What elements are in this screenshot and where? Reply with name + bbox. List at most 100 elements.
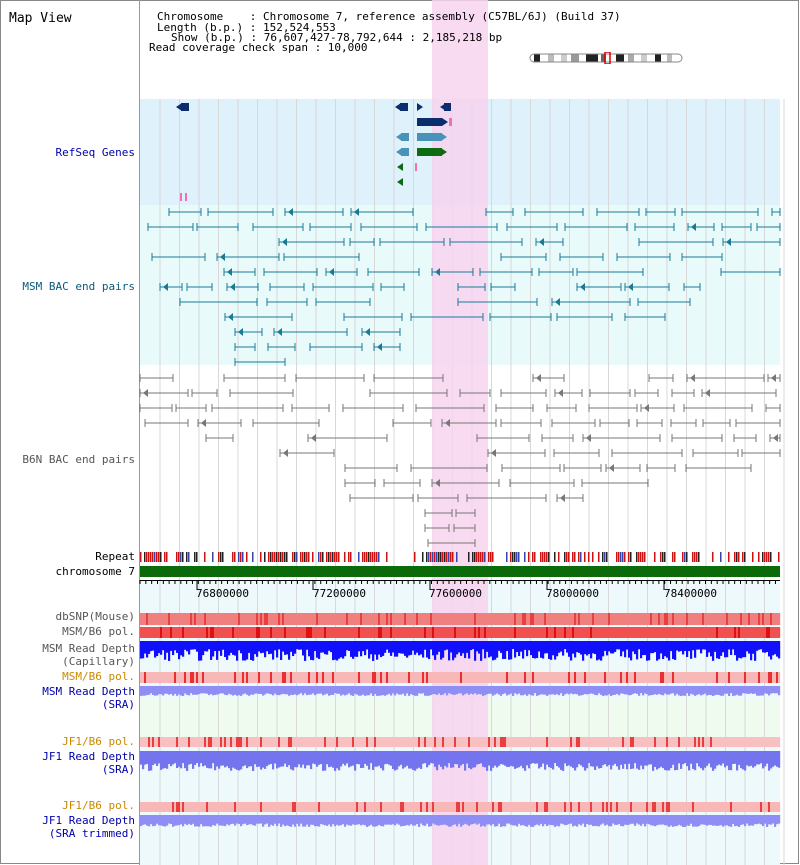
read-depth-bar xyxy=(330,751,333,767)
read-depth-bar xyxy=(588,815,591,825)
read-depth-bar xyxy=(648,815,651,825)
polymorphism-cell xyxy=(632,802,635,812)
read-depth-bar xyxy=(716,641,719,659)
polymorphism-cell xyxy=(776,627,779,638)
read-depth-bar xyxy=(288,641,291,660)
repeat-mark xyxy=(642,552,644,562)
polymorphism-cell xyxy=(418,613,421,625)
track-label-dbsnp[interactable]: dbSNP(Mouse) xyxy=(55,610,135,623)
read-depth-bar xyxy=(362,641,365,652)
read-depth-bar xyxy=(726,815,729,826)
read-depth-bar xyxy=(286,815,289,826)
polymorphism-cell xyxy=(512,627,515,638)
polymorphism-cell xyxy=(318,672,321,683)
read-depth-bar xyxy=(478,641,481,654)
read-depth-bar xyxy=(312,686,315,694)
polymorphism-cell xyxy=(254,737,257,747)
read-depth-bar xyxy=(688,641,691,652)
chromosome-ideogram[interactable] xyxy=(528,52,686,64)
read-depth-bar xyxy=(734,641,737,656)
read-depth-bar xyxy=(506,751,509,767)
repeat-mark xyxy=(654,552,656,562)
read-depth-bar xyxy=(516,751,519,768)
track-label-msm-depth-capillary[interactable]: MSM Read Depth xyxy=(42,642,135,655)
track-label-repeat[interactable]: Repeat xyxy=(95,550,135,563)
read-depth-bar xyxy=(142,641,145,659)
track-label-jf1-pol[interactable]: JF1/B6 pol. xyxy=(62,735,135,748)
polymorphism-cell xyxy=(196,613,199,625)
read-depth-bar xyxy=(450,641,453,653)
polymorphism-cell xyxy=(386,627,389,638)
read-depth-bar xyxy=(350,686,353,696)
polymorphism-cell xyxy=(402,613,405,625)
polymorphism-cell xyxy=(638,737,641,747)
read-depth-bar xyxy=(570,686,573,694)
polymorphism-cell xyxy=(518,737,521,747)
polymorphism-cell xyxy=(446,672,449,683)
read-depth-bar xyxy=(230,751,233,771)
polymorphism-cell xyxy=(680,613,683,625)
polymorphism-cell xyxy=(304,802,307,812)
repeat-mark xyxy=(292,552,294,562)
track-label-msm-b6-pol-sra[interactable]: MSM/B6 pol. xyxy=(62,670,135,683)
read-depth-bar xyxy=(208,815,211,827)
polymorphism-cell xyxy=(636,613,639,625)
polymorphism-cell xyxy=(430,627,433,638)
polymorphism-cell xyxy=(710,672,713,683)
polymorphism-cell xyxy=(236,737,239,747)
polymorphism-cell xyxy=(222,627,225,638)
polymorphism-cell xyxy=(492,627,495,638)
track-label-msm-bac[interactable]: MSM BAC end pairs xyxy=(22,280,135,293)
read-depth-bar xyxy=(194,751,197,765)
read-depth-bar xyxy=(646,641,649,661)
track-label-jf1-depth-trimmed[interactable]: JF1 Read Depth xyxy=(42,814,135,827)
polymorphism-cell xyxy=(428,672,431,683)
read-depth-bar xyxy=(276,751,279,769)
read-depth-bar xyxy=(214,751,217,771)
polymorphism-cell xyxy=(744,627,747,638)
polymorphism-cell xyxy=(758,672,761,683)
polymorphism-cell xyxy=(342,672,345,683)
polymorphism-cell xyxy=(564,627,567,638)
polymorphism-cell xyxy=(762,802,765,812)
read-depth-bar xyxy=(622,686,625,694)
read-depth-bar xyxy=(214,815,217,826)
polymorphism-cell xyxy=(426,802,429,812)
track-label-b6n-bac[interactable]: B6N BAC end pairs xyxy=(22,453,135,466)
track-label-msm-b6-pol[interactable]: MSM/B6 pol. xyxy=(62,625,135,638)
read-depth-bar xyxy=(668,751,671,771)
polymorphism-cell xyxy=(174,613,177,625)
read-depth-bar xyxy=(302,641,305,656)
track-label-jf1-pol-trimmed[interactable]: JF1/B6 pol. xyxy=(62,799,135,812)
read-depth-bar xyxy=(358,641,361,652)
track-label-msm-depth-sra[interactable]: MSM Read Depth xyxy=(42,685,135,698)
polymorphism-cell xyxy=(324,737,327,747)
read-depth-bar xyxy=(182,815,185,827)
read-depth-bar xyxy=(738,641,741,658)
polymorphism-cell xyxy=(212,627,215,638)
polymorphism-cell xyxy=(770,672,773,683)
polymorphism-cell xyxy=(402,802,405,812)
track-label-refseq[interactable]: RefSeq Genes xyxy=(55,146,135,159)
polymorphism-cell xyxy=(640,802,643,812)
read-depth-bar xyxy=(768,815,771,825)
polymorphism-cell xyxy=(330,627,333,638)
polymorphism-cell xyxy=(628,613,631,625)
read-depth-bar xyxy=(500,751,503,764)
read-depth-bar xyxy=(374,815,377,827)
read-depth-bar xyxy=(544,815,547,825)
track-label-chromosome[interactable]: chromosome 7 xyxy=(55,565,135,578)
polymorphism-cell xyxy=(416,672,419,683)
read-depth-bar xyxy=(540,751,543,767)
read-depth-bar xyxy=(676,815,679,826)
read-depth-bar xyxy=(734,751,737,764)
polymorphism-cell xyxy=(200,627,203,638)
read-depth-bar xyxy=(684,686,687,696)
track-label-jf1-depth-sra[interactable]: JF1 Read Depth xyxy=(42,750,135,763)
read-depth-bar xyxy=(630,686,633,696)
polymorphism-cell xyxy=(242,613,245,625)
polymorphism-cell xyxy=(678,613,681,625)
read-depth-bar xyxy=(388,751,391,765)
